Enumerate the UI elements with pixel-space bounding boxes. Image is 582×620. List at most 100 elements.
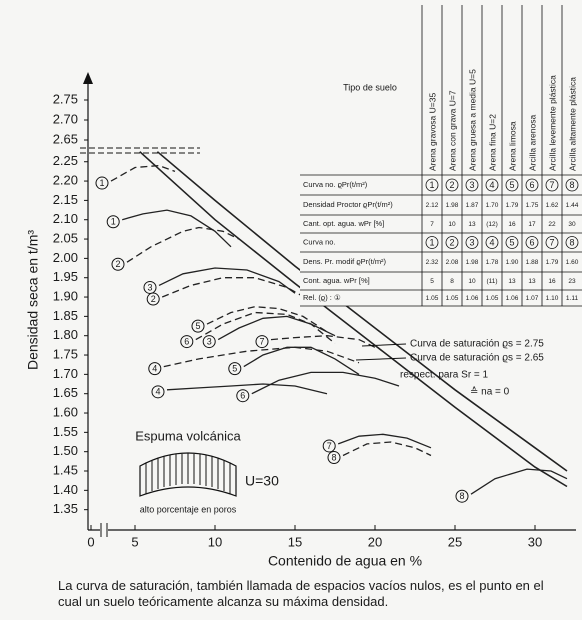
curve-label: 1 bbox=[111, 217, 116, 227]
compaction-curve bbox=[338, 434, 431, 448]
saturation-label: Curva de saturación ϱs = 2.75 bbox=[410, 339, 544, 350]
annotation: ≙ na = 0 bbox=[470, 386, 510, 398]
table-cell: 8 bbox=[450, 278, 454, 285]
compaction-curve bbox=[122, 210, 231, 247]
table-cell: 4 bbox=[489, 237, 494, 247]
curve-label: 7 bbox=[327, 441, 332, 451]
table-cell: 1.05 bbox=[426, 295, 439, 302]
table-cell: 1 bbox=[429, 180, 434, 190]
curve-label: 8 bbox=[331, 452, 336, 462]
table-column-header: Arena con grava U=7 bbox=[447, 90, 457, 171]
table-cell: 8 bbox=[569, 180, 574, 190]
table-cell: 1.07 bbox=[526, 295, 539, 302]
table-column-header: Arena gravosa U=35 bbox=[427, 93, 437, 171]
y-tick-label: 2.70 bbox=[53, 111, 78, 126]
table-cell: 22 bbox=[548, 221, 556, 228]
table-cell: 5 bbox=[430, 278, 434, 285]
table-cell: 23 bbox=[568, 278, 576, 285]
inset-note: alto porcentaje en poros bbox=[140, 504, 237, 514]
y-tick-label: 2.25 bbox=[53, 153, 78, 168]
table-cell: 2.12 bbox=[426, 202, 439, 209]
table-cell: 7 bbox=[549, 180, 554, 190]
curve-label: 5 bbox=[232, 364, 237, 374]
x-tick-label: 20 bbox=[368, 534, 382, 549]
table-row-label: Rel. (ϱ) : ① bbox=[303, 293, 341, 302]
compaction-curve bbox=[111, 166, 175, 182]
table-cell: 1.05 bbox=[446, 295, 459, 302]
y-tick-label: 1.35 bbox=[53, 501, 78, 516]
curve-label: 3 bbox=[147, 282, 152, 292]
y-tick-label: 1.70 bbox=[53, 366, 78, 381]
table-row-label: Curva no. bbox=[303, 237, 336, 246]
x-tick-label: 25 bbox=[448, 534, 462, 549]
curve-label: 1 bbox=[99, 178, 104, 188]
x-tick-label: 15 bbox=[288, 534, 302, 549]
table-column-header: Arena fina U=2 bbox=[487, 114, 497, 171]
table-cell: 1.98 bbox=[466, 259, 479, 266]
saturation-label: Curva de saturación ϱs = 2.65 bbox=[410, 353, 544, 364]
y-tick-label: 1.60 bbox=[53, 404, 78, 419]
table-cell: 2.08 bbox=[446, 259, 459, 266]
x-tick-label: 10 bbox=[208, 534, 222, 549]
y-tick-label: 2.10 bbox=[53, 211, 78, 226]
table-cell: 17 bbox=[528, 221, 536, 228]
table-cell: 8 bbox=[569, 237, 574, 247]
table-cell: 10 bbox=[448, 221, 456, 228]
y-tick-label: 1.45 bbox=[53, 462, 78, 477]
table-cell: 2 bbox=[449, 237, 454, 247]
y-tick-label: 2.15 bbox=[53, 192, 78, 207]
table-cell: 13 bbox=[508, 278, 516, 285]
table-row-label: Curva no. ϱPr(t/m²) bbox=[303, 180, 368, 189]
table-column-header: Arena limosa bbox=[507, 121, 517, 171]
compaction-curve bbox=[159, 268, 295, 293]
table-cell: 16 bbox=[508, 221, 516, 228]
table-row-label: Dens. Pr. modif ϱPr(t/m²) bbox=[303, 257, 387, 266]
y-tick-label: 1.65 bbox=[53, 385, 78, 400]
curve-label: 4 bbox=[152, 364, 157, 374]
curve-label: 6 bbox=[240, 391, 245, 401]
table-cell: 16 bbox=[548, 278, 556, 285]
curve-label: 4 bbox=[155, 387, 160, 397]
y-tick-label: 1.80 bbox=[53, 327, 78, 342]
table-cell: 5 bbox=[509, 237, 514, 247]
y-tick-label: 2.05 bbox=[53, 230, 78, 245]
compaction-curve bbox=[271, 336, 375, 348]
curve-label: 6 bbox=[184, 336, 189, 346]
y-tick-label: 1.40 bbox=[53, 482, 78, 497]
inset-shape bbox=[140, 453, 236, 496]
y-tick-label: 1.55 bbox=[53, 424, 78, 439]
table-cell: 1.06 bbox=[506, 295, 519, 302]
table-cell: 6 bbox=[529, 237, 534, 247]
table-header: Tipo de suelo bbox=[343, 82, 397, 92]
x-axis-title: Contenido de agua en % bbox=[268, 553, 422, 569]
table-cell: 30 bbox=[568, 221, 576, 228]
table-cell: 1.78 bbox=[486, 259, 499, 266]
table-cell: 3 bbox=[469, 180, 474, 190]
compaction-curve bbox=[471, 469, 567, 494]
table-cell: 1.79 bbox=[506, 202, 519, 209]
y-tick-label: 1.85 bbox=[53, 308, 78, 323]
table-cell: 2 bbox=[449, 180, 454, 190]
table-cell: 1.06 bbox=[466, 295, 479, 302]
curve-label: 7 bbox=[259, 336, 264, 346]
curve-label: 5 bbox=[195, 321, 200, 331]
table-cell: 10 bbox=[468, 278, 476, 285]
x-tick-label: 0 bbox=[87, 534, 94, 549]
table-cell: 3 bbox=[469, 237, 474, 247]
table-column-header: Arcilla levemente plástica bbox=[547, 75, 557, 171]
page: Curvas Proctor html, body { margin: 0; p… bbox=[0, 0, 582, 620]
table-cell: 1.60 bbox=[566, 259, 579, 266]
table-cell: 1.05 bbox=[486, 295, 499, 302]
table-cell: 1.70 bbox=[486, 202, 499, 209]
table-cell: 6 bbox=[529, 180, 534, 190]
compaction-curve bbox=[343, 442, 431, 456]
compaction-curve bbox=[252, 372, 399, 393]
y-tick-label: 2.20 bbox=[53, 172, 78, 187]
y-tick-label: 1.90 bbox=[53, 288, 78, 303]
table-cell: 13 bbox=[468, 221, 476, 228]
curve-label: 8 bbox=[459, 491, 464, 501]
table-row-label: Cont. agua. wPr [%] bbox=[303, 276, 370, 285]
table-cell: 2.32 bbox=[426, 259, 439, 266]
figure: Densidad seca en t/m³ Contenido de agua … bbox=[0, 0, 582, 575]
y-tick-label: 1.95 bbox=[53, 269, 78, 284]
